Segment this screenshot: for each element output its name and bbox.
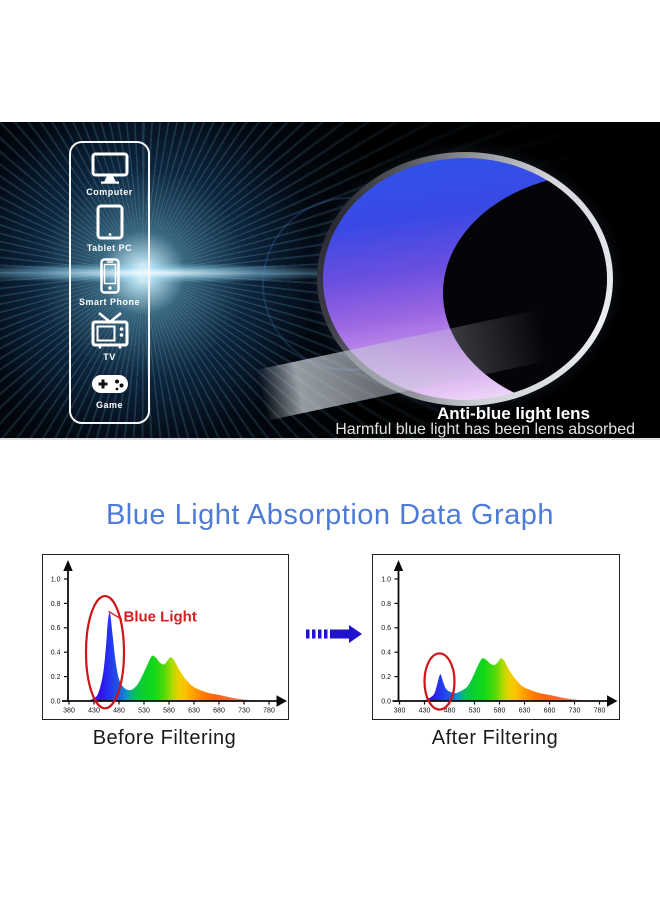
spectrum-chart-after: 0.0 0.2 0.4 0.6 0.8 1.0 380 430 480 530 580 630 680 7… — [381, 560, 618, 715]
device-panel: Computer Tablet PC Smart Phone — [69, 141, 150, 424]
device-item-computer: Computer — [71, 148, 148, 202]
chart-before: 0.0 0.2 0.4 0.6 0.8 1.0 380 430 480 530 580 630 680 7… — [42, 554, 289, 720]
svg-text:0.2: 0.2 — [381, 674, 391, 681]
svg-text:580: 580 — [494, 708, 506, 715]
svg-text:0.8: 0.8 — [381, 601, 391, 608]
game-icon — [91, 374, 128, 393]
section-title: Blue Light Absorption Data Graph — [105, 499, 555, 531]
chart-caption-before: Before Filtering — [92, 727, 237, 749]
svg-text:630: 630 — [188, 708, 200, 715]
svg-text:Blue Light: Blue Light — [124, 608, 197, 625]
svg-text:1.0: 1.0 — [51, 576, 61, 583]
svg-text:480: 480 — [113, 708, 125, 715]
hero-caption-title: Anti-blue light lens — [437, 404, 590, 423]
device-item-tv: TV — [71, 309, 148, 363]
svg-text:730: 730 — [569, 708, 581, 715]
svg-text:0.0: 0.0 — [51, 698, 61, 705]
device-item-game: Game — [71, 363, 148, 417]
svg-text:0.4: 0.4 — [381, 650, 391, 657]
svg-text:780: 780 — [263, 708, 275, 715]
tv-icon — [91, 311, 128, 349]
transition-arrow — [306, 625, 362, 643]
svg-text:0.6: 0.6 — [381, 625, 391, 632]
svg-text:680: 680 — [213, 708, 225, 715]
svg-text:630: 630 — [519, 708, 531, 715]
svg-text:0.6: 0.6 — [51, 625, 61, 632]
device-label: TV — [103, 351, 116, 362]
svg-text:780: 780 — [594, 708, 606, 715]
svg-text:380: 380 — [394, 708, 406, 715]
spectrum-chart-before: 0.0 0.2 0.4 0.6 0.8 1.0 380 430 480 530 580 630 680 7… — [51, 560, 287, 715]
device-item-smart-phone: Smart Phone — [71, 256, 148, 310]
svg-text:1.0: 1.0 — [381, 576, 391, 583]
svg-text:0.2: 0.2 — [51, 674, 61, 681]
device-label: Game — [95, 399, 123, 410]
tablet-icon — [96, 204, 123, 240]
svg-text:0.4: 0.4 — [51, 650, 61, 657]
svg-text:0.8: 0.8 — [51, 601, 61, 608]
svg-text:730: 730 — [238, 708, 250, 715]
svg-text:580: 580 — [163, 708, 175, 715]
device-label: Smart Phone — [78, 296, 140, 307]
svg-text:430: 430 — [419, 708, 431, 715]
svg-text:480: 480 — [444, 708, 456, 715]
svg-text:530: 530 — [469, 708, 481, 715]
device-label: Computer — [86, 187, 133, 198]
chart-after: 0.0 0.2 0.4 0.6 0.8 1.0 380 430 480 530 580 630 680 7… — [372, 554, 620, 720]
device-label: Tablet PC — [86, 243, 133, 254]
svg-text:680: 680 — [544, 708, 556, 715]
computer-icon — [91, 152, 128, 185]
svg-text:0.0: 0.0 — [381, 698, 391, 705]
smart-phone-icon — [99, 258, 120, 294]
svg-text:380: 380 — [63, 708, 75, 715]
svg-text:430: 430 — [88, 708, 100, 715]
hero-caption-subtitle: Harmful blue light has been lens absorbe… — [335, 421, 635, 438]
svg-text:530: 530 — [138, 708, 150, 715]
chart-caption-after: After Filtering — [431, 727, 559, 749]
device-item-tablet: Tablet PC — [71, 202, 148, 256]
hero-section: Computer Tablet PC Smart Phone — [0, 122, 660, 440]
